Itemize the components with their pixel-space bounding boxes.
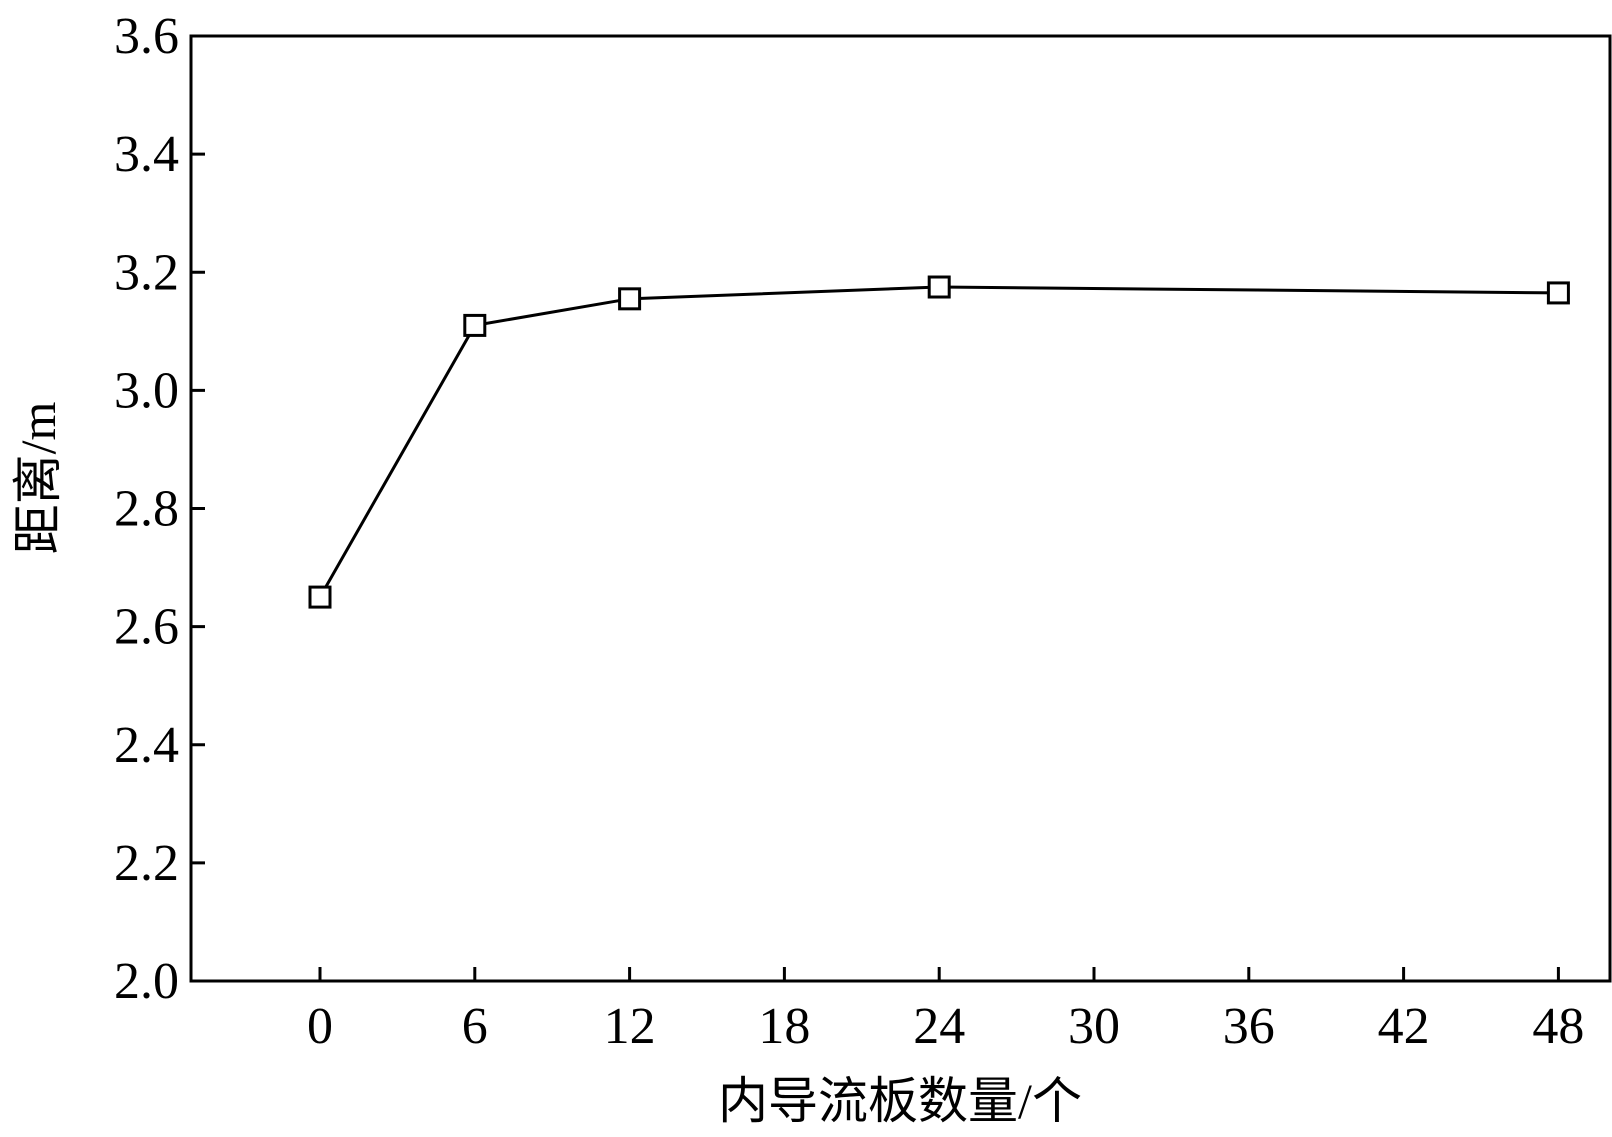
y-tick-label: 3.6 <box>114 8 179 65</box>
x-tick-label: 12 <box>604 998 656 1055</box>
y-tick-label: 2.6 <box>114 599 179 656</box>
y-tick-label: 3.0 <box>114 362 179 419</box>
data-point-marker <box>927 275 951 299</box>
x-tick-label: 36 <box>1223 998 1275 1055</box>
x-tick-label: 6 <box>462 998 488 1055</box>
series-line <box>318 285 1559 598</box>
y-axis-label: 距离/m <box>10 402 66 555</box>
x-tick-label: 30 <box>1068 998 1120 1055</box>
y-tick-label: 3.4 <box>114 126 179 183</box>
x-tick-label: 24 <box>913 998 965 1055</box>
x-tick-label: 48 <box>1532 998 1584 1055</box>
x-tick-label: 0 <box>307 998 333 1055</box>
y-tick-label: 2.0 <box>114 953 179 1010</box>
y-tick-label: 2.2 <box>114 835 179 892</box>
y-tick-label: 3.2 <box>114 244 179 301</box>
x-axis-label: 内导流板数量/个 <box>718 1073 1082 1129</box>
y-tick-label: 2.8 <box>114 481 179 538</box>
x-tick-label: 18 <box>758 998 810 1055</box>
data-point-marker <box>618 287 642 311</box>
x-tick-label: 42 <box>1378 998 1430 1055</box>
y-tick-label: 2.4 <box>114 717 179 774</box>
data-point-marker <box>308 585 332 609</box>
data-point-marker <box>463 313 487 337</box>
plot-frame <box>189 34 1612 983</box>
data-point-marker <box>1546 281 1570 305</box>
